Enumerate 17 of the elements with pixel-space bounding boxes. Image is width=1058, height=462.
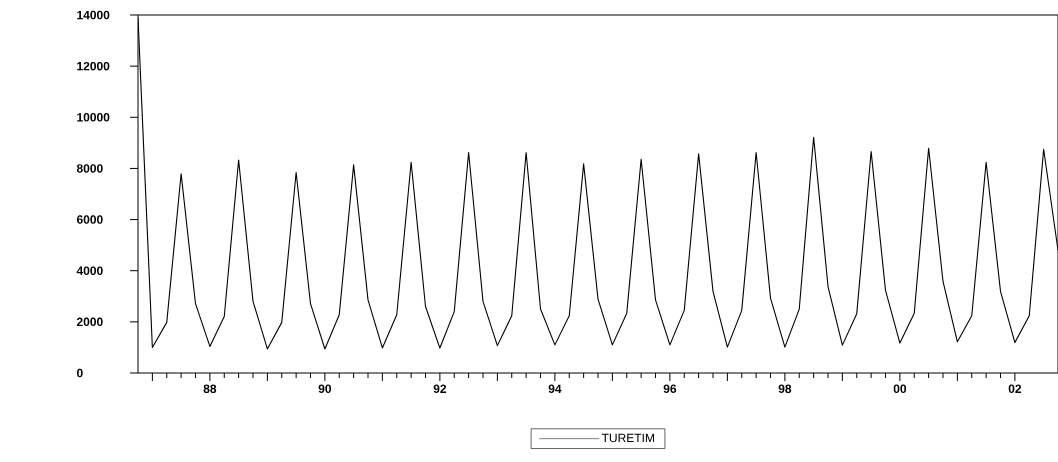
x-tick-label: 94 (548, 384, 562, 394)
y-tick-label: 10000 (77, 113, 110, 122)
x-tick-label: 96 (663, 384, 677, 394)
y-tick-label: 8000 (76, 164, 103, 173)
x-tick-label: 88 (203, 384, 217, 394)
x-tick-label: 92 (433, 384, 447, 394)
y-tick-label: 12000 (77, 61, 110, 71)
y-tick-label: 6000 (76, 215, 103, 224)
x-tick-label: 98 (778, 384, 792, 394)
x-tick-label: 02 (1008, 384, 1022, 394)
y-tick-label: 2000 (76, 317, 103, 327)
legend-label: TURETIM (601, 433, 654, 443)
x-tick-label: 00 (893, 384, 907, 394)
y-tick-label: 4000 (76, 266, 103, 275)
x-tick-label: 90 (318, 384, 332, 394)
y-tick-label: 0 (76, 368, 83, 378)
y-tick-label: 14000 (77, 10, 110, 20)
